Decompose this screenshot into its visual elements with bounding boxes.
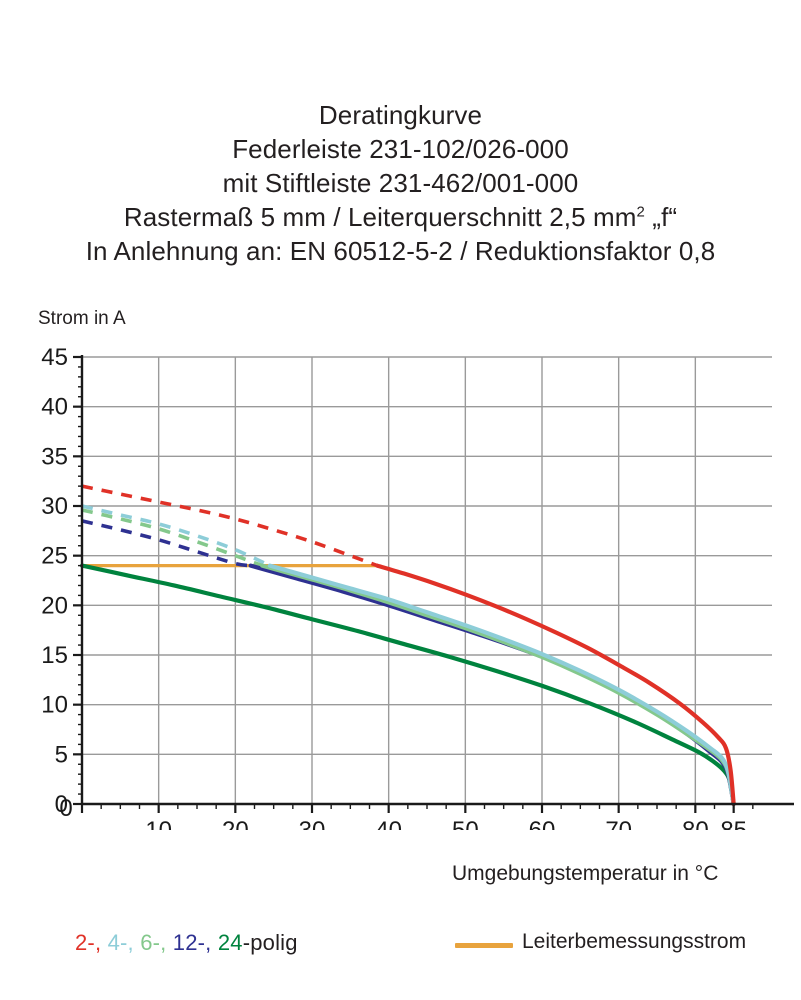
y-tick-label: 30 <box>41 493 68 520</box>
title-line-4: Rastermaß 5 mm / Leiterquerschnitt 2,5 m… <box>0 200 801 234</box>
legend-pole-12: 12-, <box>172 930 218 955</box>
x-tick-label: 0 <box>59 795 72 822</box>
axis-lines <box>80 355 794 806</box>
series-line-6-polig <box>260 563 736 807</box>
series-line-2-polig <box>375 563 736 807</box>
x-tick-label: 30 <box>299 817 326 830</box>
y-axis-label: Strom in A <box>38 308 126 329</box>
x-tick-label: 10 <box>145 817 172 830</box>
y-axis-ticks: 0 5 10 15 20 25 30 35 40 45 <box>41 344 82 818</box>
x-tick-label: 50 <box>452 817 479 830</box>
x-tick-label: 85 <box>720 817 747 830</box>
x-tick-label: 60 <box>529 817 556 830</box>
y-tick-label: 0 <box>55 791 68 818</box>
title-line-2: Federleiste 231-102/026-000 <box>232 134 569 164</box>
plot-area: 0 5 10 15 20 25 30 35 40 45 0 10 20 30 40 50 60 70 80 85 <box>0 330 801 830</box>
series-line-4-polig <box>267 563 736 807</box>
series-line-12-polig <box>248 563 736 807</box>
chart-title-block: Deratingkurve Federleiste 231-102/026-00… <box>0 98 801 268</box>
legend-pole-24: 24 <box>217 930 243 955</box>
y-tick-label: 5 <box>55 741 68 768</box>
series-dashed-6-polig <box>81 508 263 568</box>
title-line-4-main: Rastermaß 5 mm / Leiterquerschnitt 2,5 m… <box>123 202 637 232</box>
series-dashed-12-polig <box>81 519 251 568</box>
legend-poles-suffix: -polig <box>242 930 298 955</box>
legend-rated-current-swatch <box>455 943 513 948</box>
x-tick-label: 70 <box>605 817 632 830</box>
x-tick-label: 80 <box>682 817 709 830</box>
chart-svg: 0 5 10 15 20 25 30 35 40 45 0 10 20 30 40 50 60 70 80 85 <box>41 344 794 830</box>
y-tick-label: 40 <box>41 394 68 421</box>
y-tick-label: 35 <box>41 443 68 470</box>
legend-poles: 2-, 4-, 6-, 12-, 24-polig <box>75 930 298 956</box>
y-tick-label: 25 <box>41 543 68 570</box>
series-dashed-4-polig <box>81 504 271 568</box>
x-axis-ticks: 0 10 20 30 40 50 60 70 80 85 <box>59 795 754 830</box>
y-tick-label: 10 <box>41 692 68 719</box>
series-dashed-2-polig <box>81 484 378 568</box>
x-axis-label: Umgebungstemperatur in °C <box>452 862 719 885</box>
title-line-4-suffix: „f“ <box>644 202 678 232</box>
x-tick-label: 20 <box>222 817 249 830</box>
title-line-1: Deratingkurve <box>318 100 483 130</box>
series-line-24-polig <box>79 563 736 807</box>
title-line-4-superscript: 2 <box>636 203 645 221</box>
legend-pole-2: 2-, <box>75 930 108 955</box>
x-tick-label: 40 <box>375 817 402 830</box>
chart-legend: 2-, 4-, 6-, 12-, 24-polig Leiterbemessun… <box>0 930 801 970</box>
y-tick-label: 20 <box>41 592 68 619</box>
legend-pole-6: 6-, <box>140 930 173 955</box>
title-line-5: In Anlehnung an: EN 60512-5-2 / Reduktio… <box>85 236 716 266</box>
legend-pole-4: 4-, <box>107 930 141 955</box>
legend-rated-current-label: Leiterbemessungsstrom <box>522 930 747 953</box>
title-line-3: mit Stiftleiste 231-462/001-000 <box>222 168 579 198</box>
y-tick-label: 15 <box>41 642 68 669</box>
y-tick-label: 45 <box>41 344 68 371</box>
grid-lines <box>82 356 772 804</box>
